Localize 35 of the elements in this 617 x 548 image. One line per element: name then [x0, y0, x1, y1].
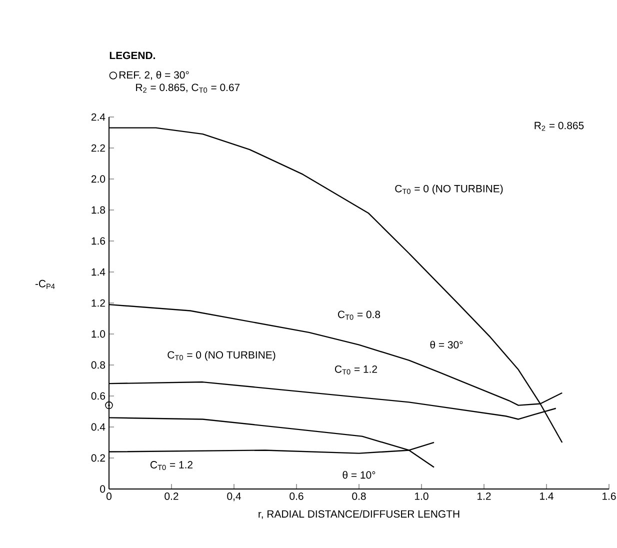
- y-tick-label: 1.8: [92, 206, 106, 214]
- annotation: C$_{T0}$ = 1.2: [335, 365, 377, 374]
- text: R$_{2}$ = 0.865, C$_{T0}$ = 0.67: [136, 84, 240, 93]
- annotation: θ = 30°: [430, 340, 463, 348]
- legend-title: LEGEND.: [110, 52, 155, 60]
- annotation: C$_{T0}$ = 1.2: [150, 461, 192, 470]
- y-tick-label: 1.4: [92, 268, 106, 276]
- annotation: C$_{T0}$ = 0 (NO TURBINE): [168, 350, 276, 361]
- annotation: C$_{T0}$ = 0.8: [338, 310, 380, 320]
- x-tick-label: 0.2: [164, 492, 178, 500]
- annotation: R$_{2}$ = 0.865: [534, 122, 584, 131]
- y-tick-label: 0.6: [91, 392, 106, 400]
- y-tick-label: 1.2: [92, 299, 105, 307]
- y-tick-label: 1.0: [92, 330, 106, 338]
- y-tick-label: 0: [100, 485, 106, 493]
- x-tick-label: 0: [106, 492, 112, 500]
- y-tick-label: 0.8: [91, 361, 106, 369]
- x-tick-label: 0.6: [290, 492, 304, 500]
- y-tick-label: 0.4: [91, 423, 106, 431]
- legend-label: REF. 2, θ = 30°: [120, 70, 189, 80]
- x-axis-title: r, RADIAL DISTANCE/DIFFUSER LENGTH: [258, 510, 460, 519]
- x-tick-label: 1.0: [415, 492, 428, 500]
- y-axis-title: -C$_{P4}$: [35, 280, 55, 289]
- annotation: θ = 10°: [342, 471, 376, 479]
- x-tick-label: 0.8: [352, 492, 366, 500]
- y-tick-label: 0.2: [91, 454, 105, 462]
- y-tick-label: 2.4: [91, 113, 106, 121]
- y-tick-label: 1.6: [92, 237, 106, 245]
- annotation: C$_{T0}$ = 0 (NO TURBINE): [395, 184, 503, 194]
- x-tick-label: 1.6: [602, 492, 616, 500]
- x-tick-label: 0,4: [227, 492, 241, 502]
- x-tick-label: 1.2: [478, 492, 491, 500]
- y-tick-label: 2.0: [91, 175, 106, 183]
- y-tick-label: 2.2: [91, 144, 105, 152]
- x-tick-label: 1.4: [540, 492, 554, 500]
